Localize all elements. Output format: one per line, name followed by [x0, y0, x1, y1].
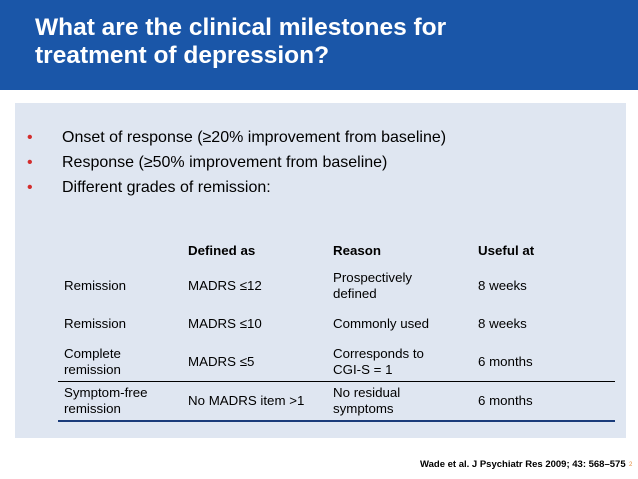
table-cell: No residual symptoms: [327, 381, 472, 422]
table-row: Symptom-free remission No MADRS item >1 …: [58, 381, 615, 422]
table-cell: MADRS ≤10: [188, 316, 262, 331]
table-cell: 8 weeks: [478, 278, 527, 293]
table-cell: Symptom-free remission: [58, 381, 182, 422]
table-header-cell: Reason: [333, 242, 382, 258]
table-cell: Prospectively defined: [333, 270, 413, 301]
slide-title: What are the clinical milestones for tre…: [35, 14, 615, 70]
table-header-cell: Useful at: [478, 242, 535, 258]
table-header-cell: Defined as: [188, 242, 256, 258]
bullet-icon: •: [27, 154, 33, 171]
table-cell: Corresponds to CGI-S = 1: [327, 343, 472, 382]
table-cell: Complete remission: [58, 343, 182, 382]
table-header-cell: [58, 233, 182, 267]
table-header-row: Defined as Reason Useful at: [58, 233, 615, 267]
slide-title-line-1: What are the clinical milestones for: [35, 14, 447, 41]
table-cell: Commonly used: [333, 316, 430, 331]
table-row: Remission MADRS ≤12 Prospectively define…: [58, 267, 615, 305]
title-bar: What are the clinical milestones for tre…: [0, 0, 638, 90]
table-cell: 8 weeks: [478, 316, 527, 331]
table-cell: No MADRS item >1: [182, 381, 327, 422]
bullet-icon: •: [27, 129, 33, 146]
table-row: Remission MADRS ≤10 Commonly used 8 week…: [58, 305, 615, 343]
table-cell: MADRS ≤12: [188, 278, 262, 293]
page-number: 2: [629, 462, 633, 468]
bullet-item: • Onset of response (≥20% improvement fro…: [27, 125, 446, 150]
bullet-list: • Onset of response (≥20% improvement fro…: [27, 125, 446, 200]
bullet-icon: •: [27, 179, 33, 196]
bullet-item: • Response (≥50% improvement from baselin…: [27, 150, 446, 175]
table-cell: Remission: [64, 278, 127, 293]
table-cell: 6 months: [472, 381, 615, 422]
table-cell: MADRS ≤5: [182, 343, 327, 382]
slide-title-line-2: treatment of depression?: [35, 42, 330, 69]
milestones-table: Defined as Reason Useful at Remission MA…: [58, 233, 615, 422]
bullet-item: • Different grades of remission:: [27, 175, 446, 200]
table-cell: 6 months: [472, 343, 615, 382]
table-cell: Remission: [64, 316, 127, 331]
table-row: Complete remission MADRS ≤5 Corresponds …: [58, 343, 615, 382]
citation: Wade et al. J Psychiatr Res 2009; 43: 56…: [420, 459, 626, 470]
